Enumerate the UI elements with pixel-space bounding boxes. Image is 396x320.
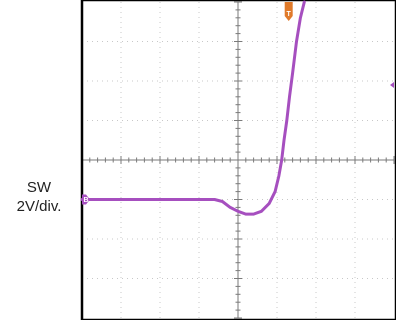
trigger-marker-letter: T bbox=[287, 11, 292, 18]
plot-frame bbox=[80, 0, 396, 320]
trigger-marker-shape bbox=[284, 2, 293, 21]
channel-label: SW 2V/div. bbox=[0, 178, 78, 216]
trigger-marker: T bbox=[284, 2, 293, 21]
channel-scale: 2V/div. bbox=[16, 198, 62, 215]
right-edge-marker bbox=[390, 81, 394, 88]
sw-waveform-trace bbox=[80, 0, 306, 216]
center-axes bbox=[81, 1, 395, 319]
channel-name: SW bbox=[26, 179, 52, 196]
channel-marker-letter: B bbox=[83, 197, 88, 204]
channel-marker-shape bbox=[82, 194, 90, 205]
channel-ground-marker: B bbox=[82, 194, 90, 205]
